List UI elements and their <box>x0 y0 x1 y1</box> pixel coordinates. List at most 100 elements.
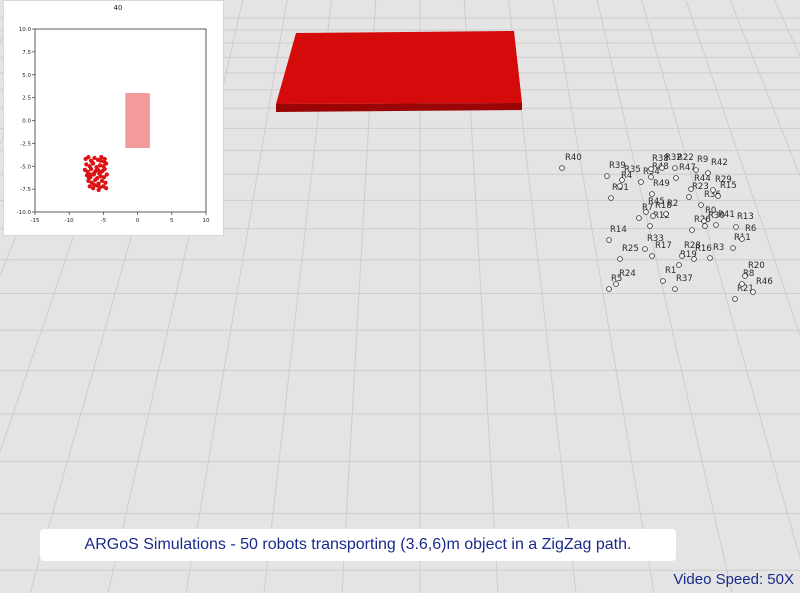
robot-label: R39 <box>609 161 626 171</box>
robot-point <box>85 169 90 174</box>
robot-marker <box>613 281 619 287</box>
robot-label: R49 <box>653 179 670 189</box>
x-tick-label: -15 <box>31 218 40 224</box>
robot-marker <box>649 253 655 259</box>
robot-label: R28 <box>684 241 701 251</box>
robot-marker <box>707 255 713 261</box>
robot-point <box>86 176 92 181</box>
robot-marker <box>650 213 656 219</box>
y-tick-label: 2.5 <box>22 96 31 102</box>
y-tick-label: -2.5 <box>20 141 31 147</box>
robot-marker <box>648 174 654 180</box>
grid-column-line <box>552 0 655 593</box>
robot-marker <box>702 223 708 229</box>
y-tick-label: 5.0 <box>22 73 31 79</box>
robot-label: R20 <box>748 261 765 271</box>
y-tick-label: 10.0 <box>19 27 32 33</box>
x-axis-ticks: -15 -10 -5 0 5 10 <box>31 212 210 224</box>
x-tick-label: -5 <box>101 218 107 224</box>
object-top-face <box>276 31 522 104</box>
robot-marker <box>698 202 704 208</box>
robot-label: R38 <box>652 154 669 164</box>
grid-column-line <box>185 0 288 593</box>
x-tick-label: 10 <box>203 218 210 224</box>
robot-label: R5 <box>611 274 622 284</box>
robot-point <box>91 182 96 187</box>
y-tick-label: -5.0 <box>20 164 31 170</box>
robot-point <box>101 175 107 180</box>
plot-axes-frame <box>34 28 207 213</box>
robot-label: R25 <box>622 244 639 254</box>
robot-point <box>99 155 104 160</box>
robot-point <box>101 159 107 164</box>
robot-marker <box>676 262 682 268</box>
robot-label: R44 <box>694 174 711 184</box>
robot-marker <box>693 167 699 173</box>
robot-point <box>98 158 103 163</box>
robot-label: R9 <box>697 155 708 165</box>
robot-marker <box>647 223 653 229</box>
robot-label: R15 <box>720 181 737 191</box>
robot-label: R16 <box>695 244 712 254</box>
robot-label: R21 <box>737 284 754 294</box>
robot-marker <box>648 166 654 172</box>
robot-point <box>96 187 101 193</box>
robot-marker <box>608 195 614 201</box>
robot-label: R24 <box>619 269 636 279</box>
robot-marker <box>604 173 610 179</box>
robot-marker <box>642 246 648 252</box>
robot-point <box>103 180 108 185</box>
robot-marker <box>739 281 745 287</box>
robot-marker <box>619 177 625 183</box>
x-tick-label: 0 <box>136 218 140 224</box>
robot-marker <box>710 187 716 193</box>
robot-label: R45 <box>648 197 665 207</box>
robot-label: R41 <box>718 210 735 220</box>
grid-column-line <box>729 0 800 177</box>
grid-column-line <box>596 0 733 593</box>
robot-marker <box>705 170 711 176</box>
robot-label: R7 <box>642 203 653 213</box>
robot-marker <box>742 273 748 279</box>
robot-label: R34 <box>643 167 660 177</box>
robot-point <box>90 160 95 165</box>
robot-body-layer <box>559 165 756 302</box>
robot-label: R12 <box>653 211 670 221</box>
robot-label: R32 <box>665 153 682 163</box>
robot-label: R36 <box>704 190 721 200</box>
robot-marker <box>750 289 756 295</box>
robot-label-layer: R40R39R38R32R22R9R42R35R48R47R34R4R44R29… <box>565 153 773 294</box>
x-tick-label: -10 <box>65 218 74 224</box>
grid-column-line <box>685 0 800 337</box>
y-tick-label: -10.0 <box>17 210 32 216</box>
robot-label: R8 <box>743 269 754 279</box>
robot-point <box>86 155 91 160</box>
y-tick-label: -7.5 <box>20 187 31 193</box>
robot-marker <box>715 193 721 199</box>
robot-marker <box>673 175 679 181</box>
robot-point <box>93 177 98 183</box>
robot-marker <box>672 286 678 292</box>
robot-marker <box>643 209 649 215</box>
robot-marker <box>732 296 738 302</box>
robot-marker <box>663 211 669 217</box>
object-footprint <box>125 93 150 148</box>
robot-point <box>84 162 89 167</box>
robot-point <box>88 172 93 177</box>
robot-marker <box>701 218 707 224</box>
robot-marker <box>636 215 642 221</box>
y-axis-ticks: 10.0 7.5 5.0 2.5 0.0 -2.5 -5.0 -7.5 -10.0 <box>17 27 35 216</box>
robot-point <box>91 172 96 177</box>
robot-point <box>104 186 109 191</box>
robot-point <box>88 166 94 172</box>
robot-label: R46 <box>756 277 773 287</box>
robot-marker <box>739 236 745 242</box>
robot-marker <box>689 227 695 233</box>
transported-object <box>276 31 522 112</box>
robot-point <box>99 178 105 183</box>
robot-point <box>93 168 98 173</box>
y-tick-label: 0.0 <box>22 119 31 125</box>
robot-label: R29 <box>715 175 732 185</box>
robot-label: R14 <box>610 225 627 235</box>
robot-label: R23 <box>692 182 709 192</box>
